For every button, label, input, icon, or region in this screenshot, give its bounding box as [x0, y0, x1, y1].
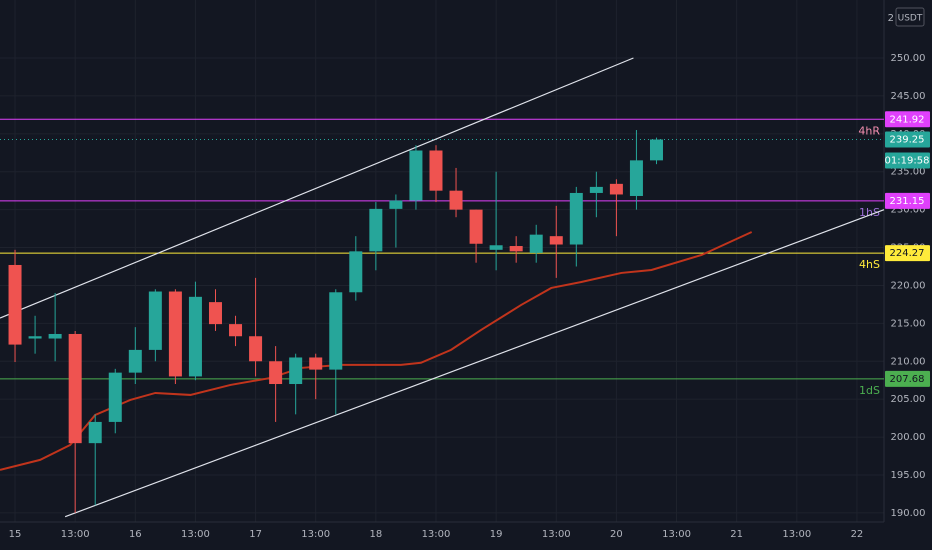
candle-body	[168, 291, 182, 377]
y-tick-label: 215.00	[891, 318, 926, 329]
level-price-label-box	[885, 111, 930, 128]
level-name: 4hS	[859, 258, 880, 271]
y-tick-label: 210.00	[891, 356, 926, 367]
y-tick-label: 200.00	[891, 432, 926, 443]
candle-body	[128, 349, 142, 373]
y-tick-label: 220.00	[891, 280, 926, 291]
x-tick-label: 22	[851, 529, 864, 540]
candle-body	[208, 302, 222, 325]
candle-body	[249, 336, 263, 362]
y-tick-label: 205.00	[891, 394, 926, 405]
candle-body	[529, 234, 543, 253]
trend-line	[0, 57, 634, 319]
candle-body	[188, 296, 202, 377]
candle-body	[309, 357, 323, 370]
candle-body	[349, 251, 363, 293]
candle-body	[509, 246, 523, 252]
last-price-label-box	[885, 131, 930, 148]
candle-body	[88, 421, 102, 444]
currency[interactable]: USDT	[898, 14, 923, 24]
candle-body	[68, 333, 82, 444]
candle-body	[449, 190, 463, 210]
x-tick-label: 15	[9, 529, 22, 540]
y-tick-label: 195.00	[891, 470, 926, 481]
x-tick-label: 13:00	[181, 529, 210, 540]
corner-label: 2	[888, 13, 894, 24]
candle-body	[649, 139, 663, 161]
y-tick-label: 190.00	[891, 508, 926, 519]
y-tick-label: 235.00	[891, 167, 926, 178]
candle-body	[28, 336, 42, 339]
countdown-label: 01:19:58	[885, 156, 930, 167]
candle-body	[148, 291, 162, 350]
candle-body	[409, 150, 423, 201]
level-price-label: 241.92	[890, 114, 925, 125]
x-tick-label: 16	[129, 529, 142, 540]
level-price-label: 224.27	[890, 248, 925, 259]
x-tick-label: 13:00	[782, 529, 811, 540]
candle-body	[369, 208, 383, 252]
level-price-label-box	[885, 245, 930, 262]
y-tick-label: 230.00	[891, 205, 926, 216]
countdown-label-box	[885, 152, 930, 169]
level-price-label-box	[885, 370, 930, 387]
candle-body	[589, 186, 603, 193]
last-price-label: 239.25	[890, 135, 925, 146]
candle-body	[269, 361, 283, 385]
candle-body	[469, 209, 483, 244]
candle-body	[489, 245, 503, 250]
level-name: 1hS	[859, 206, 880, 219]
candle-body	[609, 183, 623, 195]
y-tick-label: 250.00	[891, 53, 926, 64]
x-tick-label: 20	[610, 529, 623, 540]
currency-box[interactable]	[895, 7, 925, 27]
level-price-label-box	[885, 192, 930, 209]
level-name: 1dS	[859, 384, 880, 397]
x-tick-label: 13:00	[301, 529, 330, 540]
x-tick-label: 13:00	[422, 529, 451, 540]
y-tick-label: 245.00	[891, 91, 926, 102]
level-name: 4hR	[858, 124, 880, 137]
candle-body	[569, 192, 583, 245]
level-price-label: 231.15	[890, 196, 925, 207]
candle-body	[48, 333, 62, 339]
x-tick-label: 13:00	[542, 529, 571, 540]
level-price-label: 207.68	[890, 374, 925, 385]
x-tick-label: 18	[369, 529, 382, 540]
candle-body	[329, 292, 343, 370]
x-tick-label: 21	[730, 529, 743, 540]
candle-body	[429, 150, 443, 191]
candle-body	[389, 200, 403, 209]
candle-body	[289, 357, 303, 385]
trend-line	[64, 209, 885, 518]
candle-body	[629, 160, 643, 196]
x-tick-label: 13:00	[662, 529, 691, 540]
x-tick-label: 17	[249, 529, 262, 540]
candle-body	[8, 264, 22, 345]
candle-body	[549, 236, 563, 245]
x-tick-label: 19	[490, 529, 503, 540]
candle-body	[108, 372, 122, 422]
x-tick-label: 13:00	[61, 529, 90, 540]
candle-body	[229, 324, 243, 337]
